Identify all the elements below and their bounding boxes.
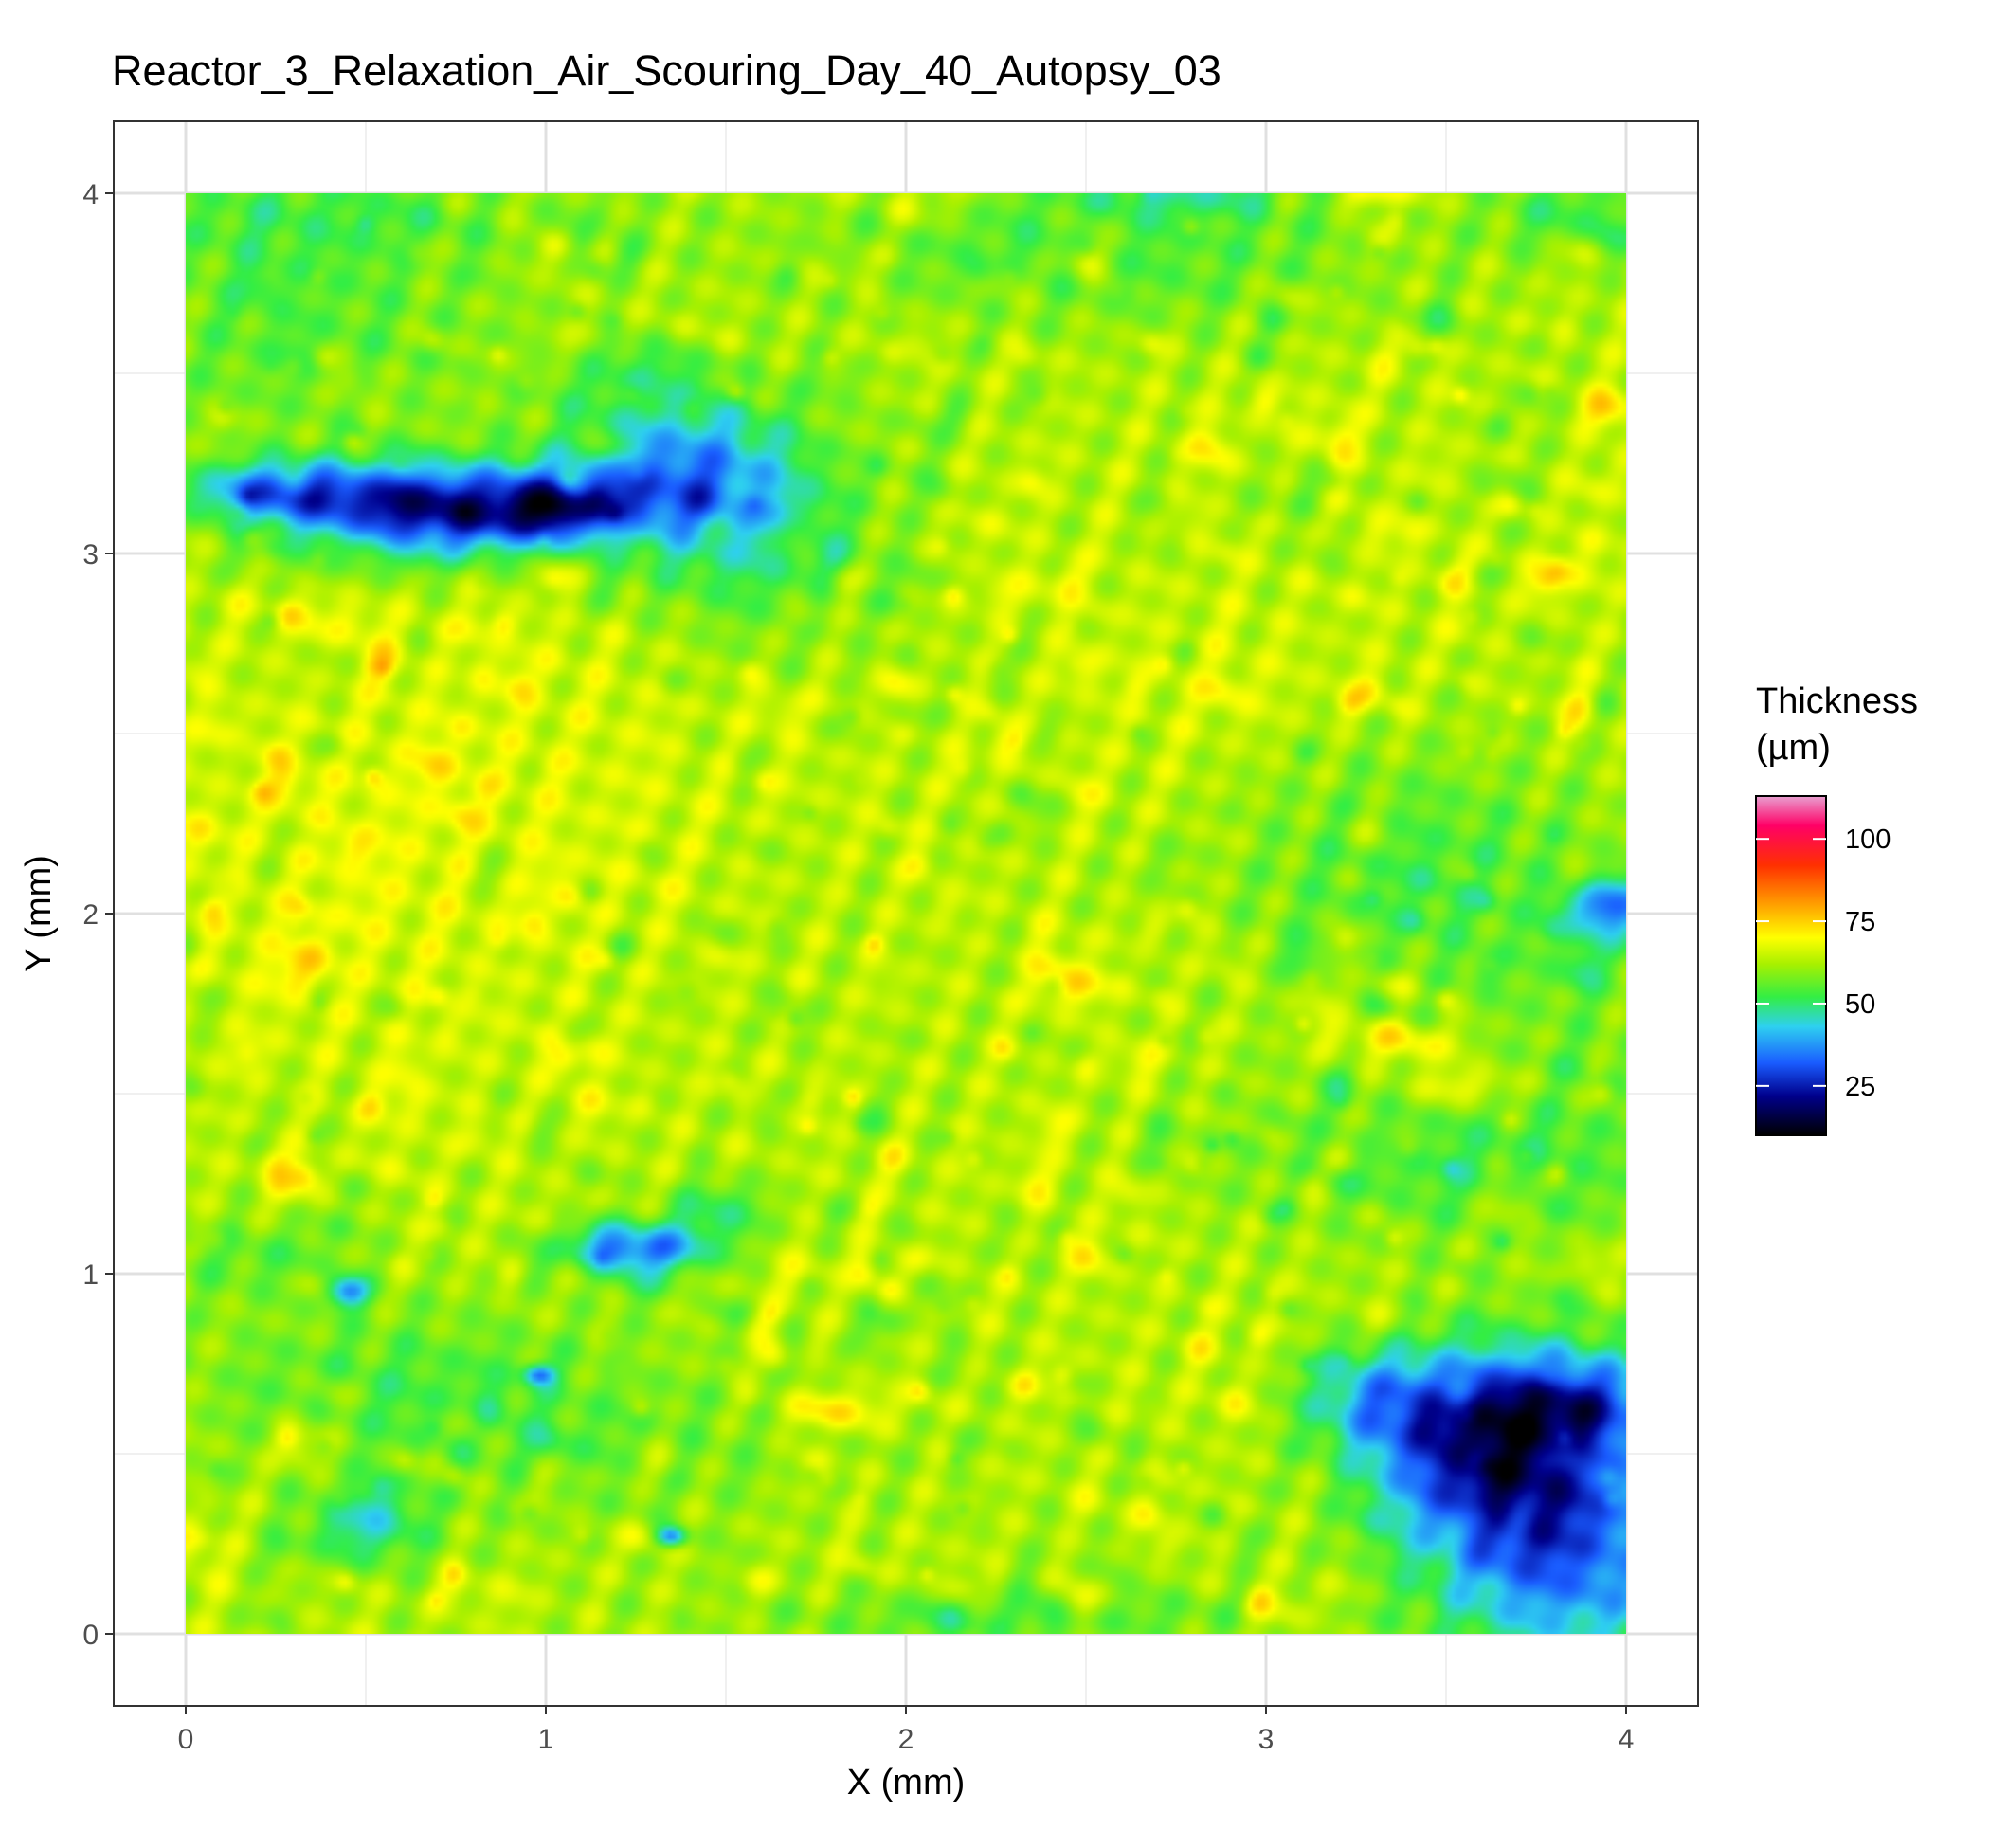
colorbar-tick-label: 50 [1845, 989, 1875, 1020]
x-tick-label: 3 [1258, 1724, 1275, 1755]
y-tick-label: 1 [82, 1259, 99, 1291]
colorbar-legend: Thickness (µm) 25 50 75 100 [1755, 681, 1918, 1136]
colorbar-ticks: 25 50 75 100 [1756, 824, 1890, 1102]
x-tick-label: 0 [178, 1724, 194, 1755]
x-tick-label: 4 [1619, 1724, 1635, 1755]
colorbar-tick-label: 100 [1845, 824, 1890, 855]
colorbar [1755, 795, 1827, 1136]
colorbar-tick-label: 25 [1845, 1072, 1875, 1102]
colorbar-tick-label: 75 [1845, 907, 1875, 937]
y-tick-label: 0 [82, 1620, 99, 1651]
legend-title-line2: (µm) [1756, 728, 1831, 768]
y-axis: 0 1 2 3 4 [82, 179, 114, 1651]
x-tick-label: 2 [898, 1724, 914, 1755]
thickness-heatmap-raster [186, 193, 1626, 1634]
y-tick-label: 3 [82, 539, 99, 571]
chart-title: Reactor_3_Relaxation_Air_Scouring_Day_40… [112, 46, 1221, 95]
legend-title-line1: Thickness [1756, 681, 1918, 721]
x-axis-label: X (mm) [847, 1763, 966, 1803]
y-tick-label: 2 [82, 899, 99, 931]
x-tick-label: 1 [538, 1724, 554, 1755]
y-tick-label: 4 [82, 179, 99, 210]
x-axis: 0 1 2 3 4 [178, 1706, 1635, 1755]
y-axis-label: Y (mm) [19, 855, 59, 972]
